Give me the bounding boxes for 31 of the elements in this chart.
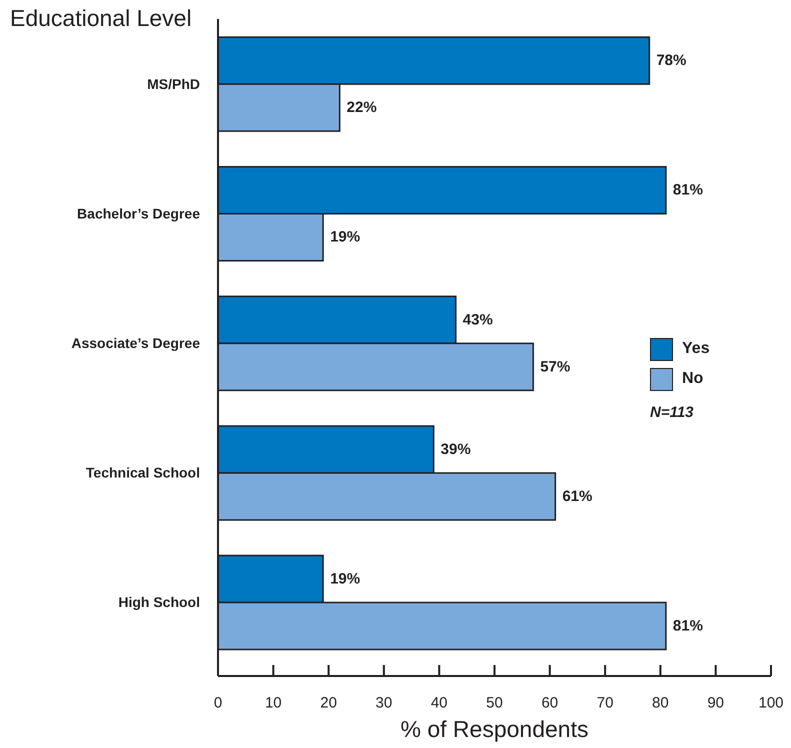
data-label: 78% — [656, 52, 686, 70]
x-tick-label: 80 — [652, 694, 669, 712]
data-label: 81% — [672, 618, 703, 635]
x-tick-label: 40 — [430, 694, 448, 712]
x-tick-label: 0 — [214, 694, 222, 712]
legend-label: Yes — [682, 340, 710, 358]
y-tick-label: MS/PhD — [147, 76, 200, 92]
y-tick-label: Technical School — [86, 464, 200, 481]
x-tick-label: 20 — [320, 694, 337, 712]
x-tick-label: 70 — [596, 694, 614, 712]
x-tick-label: 30 — [376, 694, 392, 712]
x-axis-title: % of Respondents — [400, 716, 590, 743]
data-label: 22% — [346, 99, 377, 116]
data-label: 19% — [330, 228, 360, 246]
data-label: 61% — [562, 488, 592, 505]
data-label: 19% — [330, 570, 360, 588]
data-label: 57% — [540, 358, 570, 376]
legend-label: No — [682, 370, 704, 388]
y-axis-title: Educational Level — [10, 5, 192, 32]
data-label: 39% — [440, 440, 471, 458]
x-tick-label: 60 — [541, 694, 558, 712]
x-tick-label: 90 — [707, 694, 724, 712]
x-tick-label: 10 — [264, 694, 282, 712]
x-tick-label: 50 — [486, 694, 503, 712]
y-tick-label: Associate’s Degree — [71, 334, 200, 351]
data-label: 43% — [462, 311, 493, 328]
annotation: N=113 — [650, 404, 695, 421]
y-tick-label: High School — [118, 594, 200, 610]
x-tick-label: 100 — [758, 694, 784, 712]
data-label: 81% — [672, 182, 703, 199]
y-tick-label: Bachelor’s Degree — [77, 205, 200, 222]
